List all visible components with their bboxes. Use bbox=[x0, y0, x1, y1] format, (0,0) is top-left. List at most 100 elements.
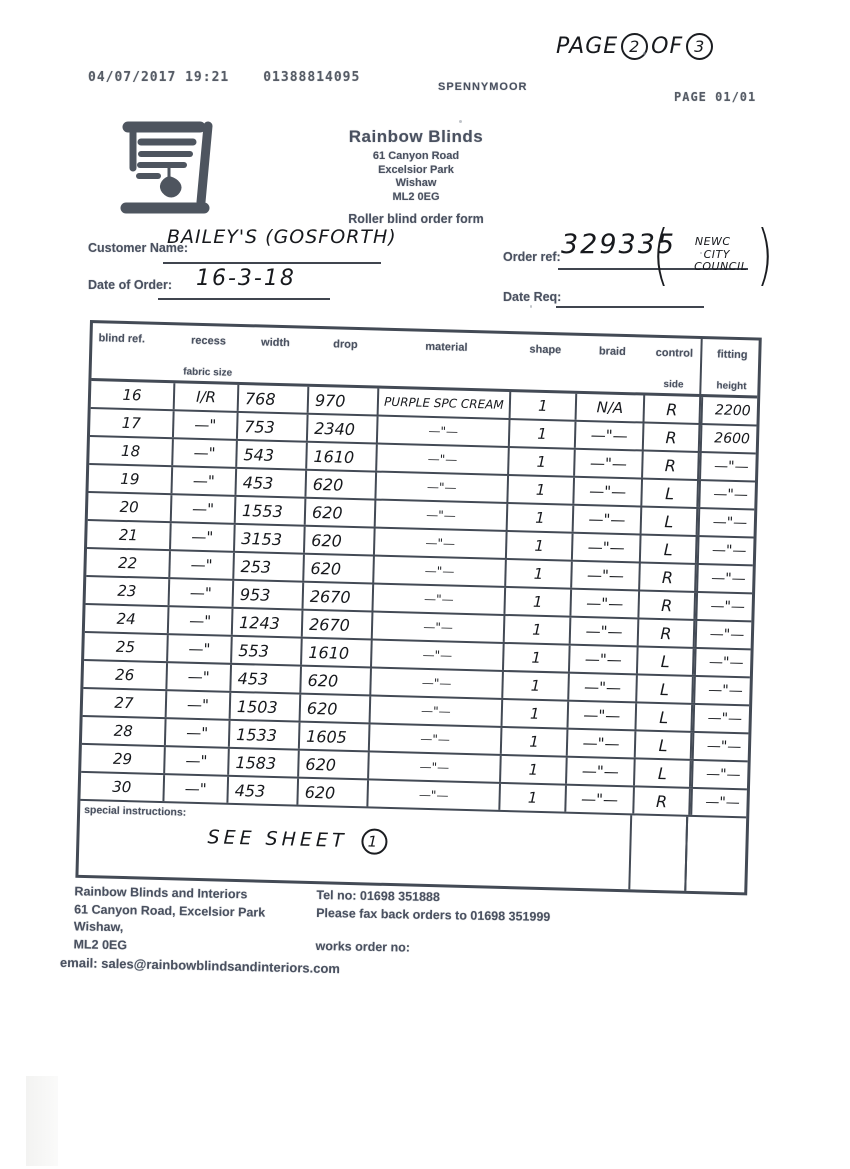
footer-postcode: ML2 0EG bbox=[73, 936, 128, 952]
cell-control: R bbox=[643, 423, 701, 452]
cell-width: 553 bbox=[232, 636, 303, 665]
cell-ref: 17 bbox=[89, 409, 175, 438]
cell-braid: —"— bbox=[572, 561, 641, 590]
footer-company-block: Rainbow Blinds and Interiors 61 Canyon R… bbox=[73, 883, 265, 956]
cell-ref: 29 bbox=[81, 744, 166, 774]
cell-recess: —" bbox=[171, 523, 236, 551]
page-note-of: OF bbox=[651, 34, 684, 59]
footer-email: email: sales@rainbowblindsandinteriors.c… bbox=[59, 954, 341, 977]
cell-drop: 1605 bbox=[299, 722, 371, 751]
cell-shape: 1 bbox=[500, 783, 567, 812]
note-line2: CITY bbox=[703, 247, 730, 261]
date-req-label: Date Req: bbox=[503, 290, 562, 304]
company-address-line1: 61 Canyon Road bbox=[372, 150, 460, 162]
column-header-material: material bbox=[379, 331, 512, 389]
order-ref-field bbox=[558, 240, 748, 270]
column-header-braid: braid bbox=[577, 336, 646, 393]
cell-shape: 1 bbox=[501, 727, 569, 756]
special-text: SEE SHEET bbox=[207, 826, 348, 852]
cell-width: 253 bbox=[234, 552, 305, 581]
cell-width: 1503 bbox=[230, 692, 302, 721]
cell-fitting: —"— bbox=[691, 732, 755, 761]
special-number-circled: 1 bbox=[361, 828, 388, 855]
cell-ref: 28 bbox=[81, 716, 167, 746]
handwritten-page-note: PAGE 2 OF 3 bbox=[556, 33, 714, 60]
date-of-order-label: Date of Order: bbox=[88, 278, 173, 292]
cell-drop: 2340 bbox=[307, 414, 379, 443]
cell-drop: 620 bbox=[305, 498, 377, 527]
cell-width: 453 bbox=[231, 664, 302, 693]
cell-shape: 1 bbox=[505, 587, 573, 616]
fax-station-name: SPENNYMOOR bbox=[438, 81, 528, 93]
cell-shape: 1 bbox=[508, 476, 576, 504]
note-line3: COUNCIL bbox=[694, 260, 748, 274]
company-address-line3: Wishaw bbox=[395, 177, 437, 189]
cell-shape: 1 bbox=[502, 699, 570, 728]
cell-fitting: —"— bbox=[695, 592, 759, 621]
special-fitting-cell bbox=[684, 816, 747, 893]
column-label: fitting bbox=[716, 348, 748, 362]
order-ref-label: Order ref: bbox=[503, 250, 561, 264]
form-title: Roller blind order form bbox=[348, 212, 484, 226]
cell-drop: 1610 bbox=[307, 442, 378, 471]
cell-control: L bbox=[636, 703, 694, 731]
column-label: braid bbox=[598, 345, 626, 359]
footer-contact-block: Tel no: 01698 351888 Please fax back ord… bbox=[315, 886, 550, 959]
cell-control: L bbox=[642, 479, 699, 507]
cell-control: R bbox=[644, 395, 702, 424]
cell-recess: —" bbox=[171, 495, 237, 523]
page-note-current-circled: 2 bbox=[621, 33, 649, 60]
scan-speck bbox=[643, 52, 646, 55]
note-close-paren: ) bbox=[756, 216, 773, 293]
cell-drop: 970 bbox=[308, 386, 380, 415]
cell-ref: 21 bbox=[87, 521, 172, 550]
cell-fitting: —"— bbox=[690, 760, 754, 789]
scan-speck bbox=[530, 305, 532, 308]
cell-ref: 27 bbox=[82, 688, 168, 718]
company-header: Rainbow Blinds 61 Canyon Road Excelsior … bbox=[286, 127, 546, 226]
cell-drop: 1610 bbox=[302, 638, 373, 667]
scan-edge-artifact bbox=[26, 1076, 58, 1166]
cell-width: 1583 bbox=[229, 748, 300, 777]
scan-speck bbox=[700, 252, 702, 254]
cell-recess: —" bbox=[168, 607, 234, 635]
cell-recess: I/R bbox=[174, 383, 240, 411]
column-header-control: control side bbox=[645, 338, 702, 394]
cell-fitting: —"— bbox=[698, 480, 761, 509]
cell-fitting: —"— bbox=[694, 620, 758, 649]
fax-page-counter: PAGE 01/01 bbox=[674, 90, 757, 104]
column-header-blind-ref-: blind ref. bbox=[91, 323, 176, 380]
note-open-paren: ( bbox=[652, 216, 670, 293]
cell-control: R bbox=[639, 591, 697, 619]
cell-fitting: —"— bbox=[693, 648, 757, 677]
cell-braid: —"— bbox=[570, 617, 640, 646]
column-header-drop: drop bbox=[309, 329, 380, 386]
cell-recess: —" bbox=[168, 635, 233, 663]
cell-material: —"— bbox=[370, 696, 504, 726]
cell-material: —"— bbox=[372, 640, 505, 670]
cell-ref: 30 bbox=[80, 772, 166, 802]
cell-material: —"— bbox=[372, 612, 506, 642]
cell-shape: 1 bbox=[510, 392, 578, 420]
column-sublabel: side bbox=[663, 379, 684, 391]
column-header-shape: shape bbox=[511, 334, 578, 391]
cell-braid: —"— bbox=[566, 785, 635, 814]
cell-ref: 18 bbox=[89, 437, 174, 466]
cell-drop: 620 bbox=[306, 470, 378, 499]
footer-fax: Please fax back orders to 01698 351999 bbox=[316, 905, 551, 925]
date-of-order-field bbox=[158, 270, 330, 300]
cell-control: R bbox=[638, 619, 696, 647]
cell-control: R bbox=[640, 563, 697, 591]
cell-drop: 2670 bbox=[302, 610, 374, 639]
cell-fitting: 2200 bbox=[700, 397, 764, 425]
cell-shape: 1 bbox=[507, 504, 575, 532]
fax-number: 01388814095 bbox=[263, 70, 361, 85]
customer-name-field bbox=[163, 236, 381, 264]
cell-width: 543 bbox=[237, 440, 308, 469]
cell-recess: —" bbox=[173, 411, 239, 439]
cell-braid: —"— bbox=[567, 729, 637, 758]
note-text: NEWC CITY COUNCIL bbox=[674, 236, 752, 274]
cell-control: L bbox=[635, 759, 692, 787]
cell-shape: 1 bbox=[509, 420, 577, 448]
